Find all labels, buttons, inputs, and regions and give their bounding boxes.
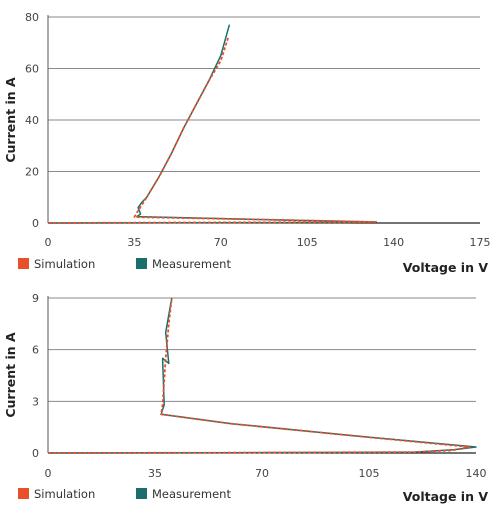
- legend-swatch-measurement: [136, 488, 147, 499]
- legend-label-simulation: Simulation: [34, 257, 95, 271]
- x-tick-label: 35: [127, 236, 141, 249]
- y-tick-label: 0: [32, 217, 39, 230]
- series-line-measurement: [47, 297, 477, 454]
- y-tick-label: 20: [25, 166, 39, 179]
- series-line-simulation: [47, 297, 471, 454]
- y-tick-label: 80: [25, 11, 39, 24]
- series-line-measurement: [47, 24, 378, 224]
- x-axis-title: Voltage in V: [403, 260, 489, 275]
- x-tick-label: 35: [148, 467, 162, 480]
- y-axis-title: Current in A: [3, 332, 18, 418]
- y-tick-label: 6: [32, 344, 39, 357]
- x-tick-label: 0: [45, 467, 52, 480]
- legend-swatch-simulation: [18, 488, 29, 499]
- x-tick-label: 140: [383, 236, 404, 249]
- y-tick-label: 40: [25, 114, 39, 127]
- chart-panel-2: 0 3 6 9 0 35 70 105 140 Current in A Voltage in V S…: [3, 292, 488, 504]
- x-tick-label: 175: [470, 236, 491, 249]
- x-tick-label: 0: [45, 236, 52, 249]
- y-tick-label: 0: [32, 447, 39, 460]
- y-axis-title: Current in A: [3, 77, 18, 163]
- x-axis-title: Voltage in V: [403, 489, 489, 504]
- legend-swatch-measurement: [136, 258, 147, 269]
- legend-label-measurement: Measurement: [152, 487, 231, 501]
- legend-label-measurement: Measurement: [152, 257, 231, 271]
- x-tick-label: 70: [255, 467, 269, 480]
- legend-label-simulation: Simulation: [34, 487, 95, 501]
- y-tick-label: 9: [32, 292, 39, 305]
- chart-panel-1: 0 20 40 60 80 0 35 70 105 140 175 Current in A Volta…: [3, 11, 491, 275]
- y-tick-label: 3: [32, 395, 39, 408]
- x-tick-label: 140: [466, 467, 487, 480]
- x-tick-label: 105: [297, 236, 318, 249]
- x-tick-label: 105: [359, 467, 380, 480]
- x-tick-label: 70: [214, 236, 228, 249]
- legend-swatch-simulation: [18, 258, 29, 269]
- y-tick-label: 60: [25, 63, 39, 76]
- series-line-simulation: [47, 37, 378, 224]
